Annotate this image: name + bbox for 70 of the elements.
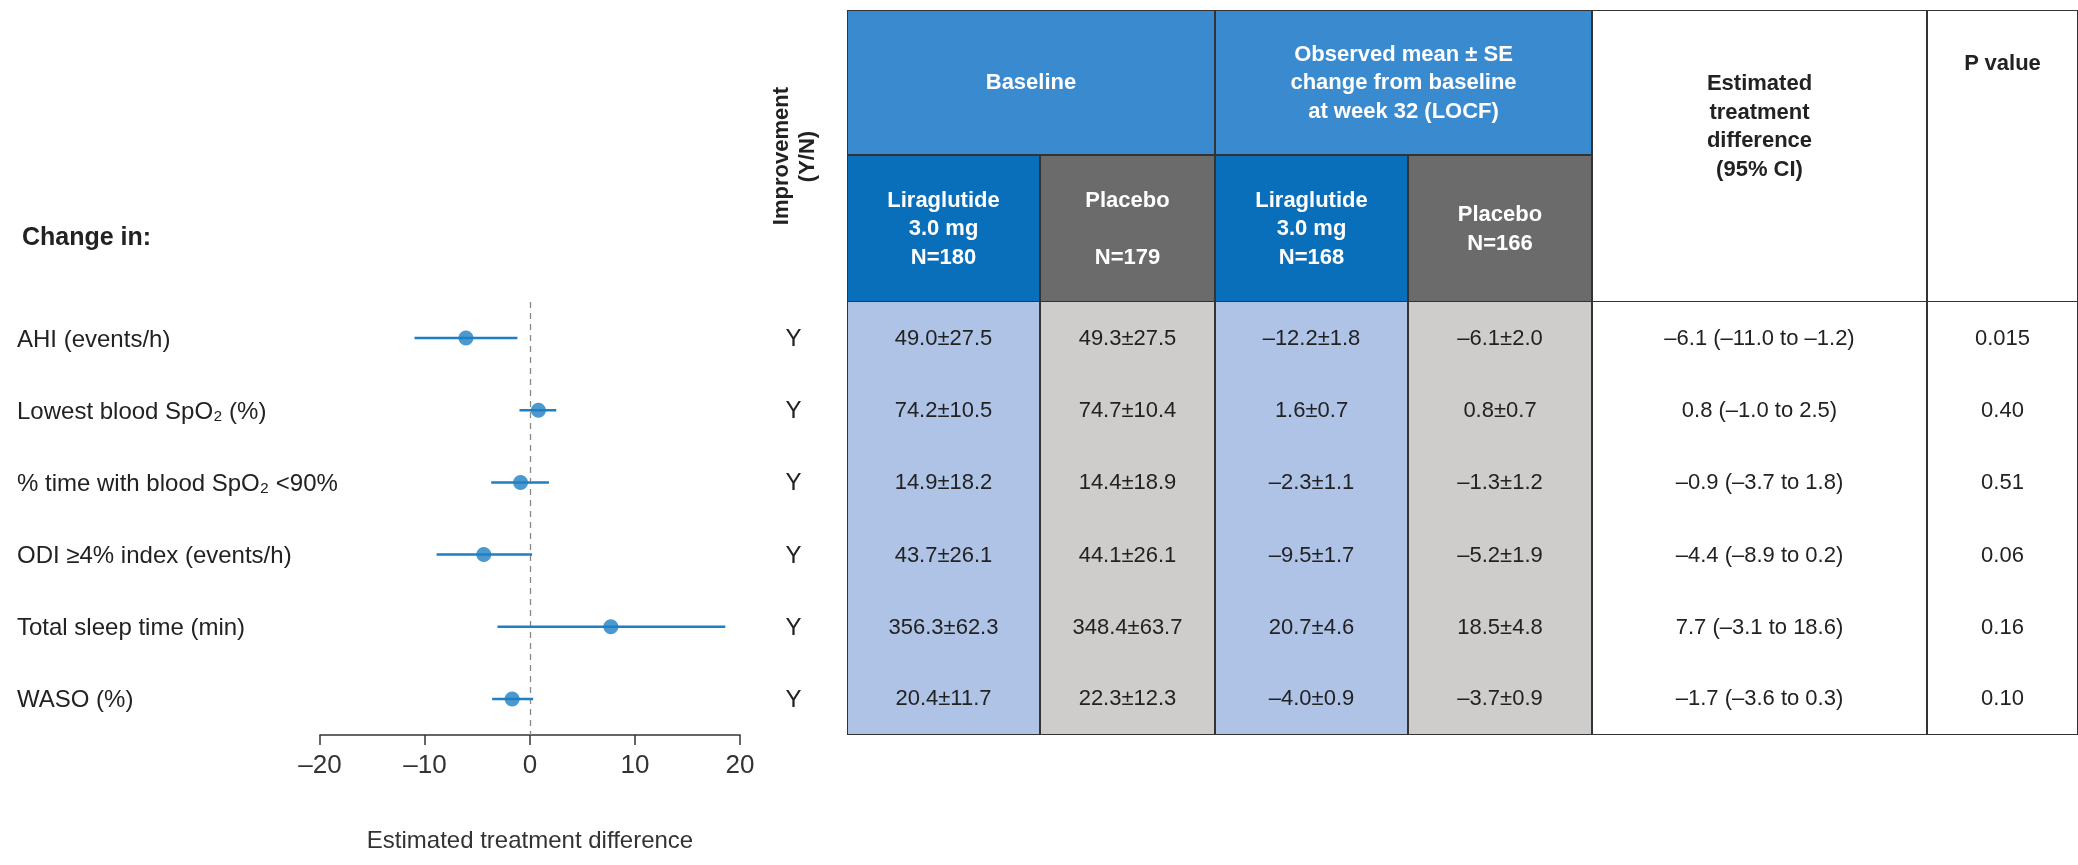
text: –9.5±1.7 xyxy=(1268,541,1355,568)
point xyxy=(603,619,619,635)
y-tick-label: Total sleep time (min) xyxy=(17,613,246,641)
text: 1.6±0.7 xyxy=(1274,397,1349,424)
x-tick-label: –10 xyxy=(403,749,447,779)
text: –0.9 (–3.7 to 1.8) xyxy=(1675,469,1844,496)
point xyxy=(458,330,474,346)
text: 0.51 xyxy=(1981,469,2024,496)
y-tick-label: % time with blood SpO₂ <90% xyxy=(17,468,338,496)
text: 49.3±27.5 xyxy=(1078,325,1177,352)
point xyxy=(513,474,529,490)
text: 14.9±18.2 xyxy=(894,469,993,496)
text: 20.4±11.7 xyxy=(895,685,992,712)
text: Y xyxy=(785,324,802,353)
text: –1.7 (–3.6 to 0.3) xyxy=(1675,685,1844,712)
text: Y xyxy=(785,468,802,497)
text: Y xyxy=(785,684,802,713)
text: 74.7±10.4 xyxy=(1078,397,1177,424)
text: Baseline xyxy=(985,68,1077,97)
text: Improvement (Y/N) xyxy=(767,86,820,226)
text: –2.3±1.1 xyxy=(1268,469,1355,496)
text: 43.7±26.1 xyxy=(894,541,993,568)
text: 0.8 (–1.0 to 2.5) xyxy=(1681,397,1838,424)
text: 348.4±63.7 xyxy=(1072,613,1183,640)
x-tick-label: 0 xyxy=(522,749,538,779)
text: 49.0±27.5 xyxy=(894,325,993,352)
y-tick-label: Lowest blood SpO₂ (%) xyxy=(17,396,267,424)
text: Placebo N=179 xyxy=(1085,186,1170,269)
text: Y xyxy=(785,612,802,641)
point xyxy=(504,691,520,707)
text: 44.1±26.1 xyxy=(1078,541,1177,568)
text: –1.3±1.2 xyxy=(1457,469,1543,496)
text: –4.0±0.9 xyxy=(1268,685,1355,712)
x-tick-label: –20 xyxy=(298,749,342,779)
point xyxy=(476,547,492,563)
y-tick-label: ODI ≥4% index (events/h) xyxy=(17,541,292,569)
text: Change in: xyxy=(22,221,152,250)
text: 0.16 xyxy=(1981,613,2024,640)
text: 0.10 xyxy=(1981,685,2024,712)
text: –6.1 (–11.0 to –1.2) xyxy=(1664,325,1855,352)
y-tick-label: WASO (%) xyxy=(17,685,134,713)
text: –6.1±2.0 xyxy=(1457,325,1543,352)
text: Liraglutide 3.0 mg N=180 xyxy=(887,185,1000,271)
text: Observed mean ± SE change from baseline at week 32 (LOCF) xyxy=(1290,39,1517,125)
text: 0.40 xyxy=(1981,397,2024,424)
text: 0.06 xyxy=(1981,541,2024,568)
y-tick-label: AHI (events/h) xyxy=(17,324,171,352)
text: –3.7±0.9 xyxy=(1457,685,1543,712)
text: 22.3±12.3 xyxy=(1078,685,1177,712)
text: 20.7±4.6 xyxy=(1268,613,1355,640)
x-tick-label: 20 xyxy=(725,749,755,779)
text: –12.2±1.8 xyxy=(1262,325,1361,352)
text: 356.3±62.3 xyxy=(888,613,999,640)
text: Y xyxy=(785,396,802,425)
text: Estimated treatment difference (95% CI) xyxy=(1706,69,1813,183)
x-tick-label: 10 xyxy=(620,749,650,779)
x-axis-title: Estimated treatment difference xyxy=(366,825,694,853)
text: Placebo N=166 xyxy=(1457,199,1543,257)
text: 18.5±4.8 xyxy=(1457,613,1543,640)
text: –4.4 (–8.9 to 0.2) xyxy=(1675,541,1844,568)
text: 0.015 xyxy=(1974,325,2031,352)
text: Liraglutide 3.0 mg N=168 xyxy=(1255,185,1368,271)
point xyxy=(530,402,546,418)
text: P value xyxy=(1964,49,2041,77)
text: Y xyxy=(785,540,802,569)
text: 14.4±18.9 xyxy=(1078,469,1177,496)
text: 7.7 (–3.1 to 18.6) xyxy=(1675,613,1844,640)
text: 74.2±10.5 xyxy=(894,397,993,424)
text: 0.8±0.7 xyxy=(1463,397,1537,424)
text: –5.2±1.9 xyxy=(1457,541,1543,568)
